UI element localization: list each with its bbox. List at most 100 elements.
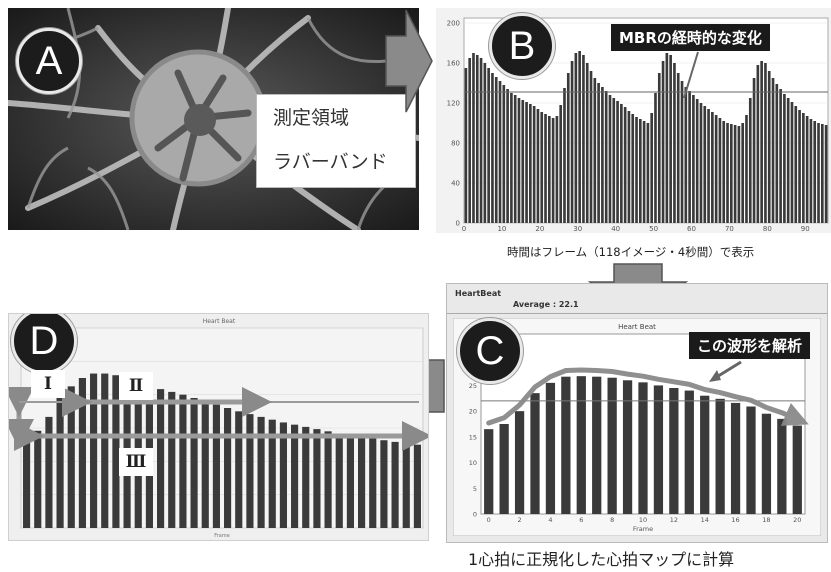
bar [346, 435, 354, 528]
badge-c: C [457, 318, 523, 384]
average-value: Average : 22.1 [513, 300, 579, 309]
badge-d: D [11, 314, 77, 374]
bar [498, 81, 502, 223]
bar [324, 431, 332, 528]
app-title: HeartBeat [455, 289, 502, 298]
bar [802, 113, 805, 223]
bar [729, 124, 733, 223]
bar [680, 81, 684, 223]
measurement-region-label: 測定領域 [273, 107, 350, 129]
x-tick-label: 70 [725, 225, 734, 233]
bar [707, 109, 710, 223]
bar [313, 429, 321, 528]
bar [760, 61, 763, 223]
y-tick-label: 0 [473, 511, 477, 519]
bar [616, 101, 619, 223]
marker-one: Ⅰ [31, 370, 65, 398]
bar [391, 441, 399, 528]
bar [190, 398, 198, 528]
panel-c-caption: 1心拍に正規化した心拍マップに計算 [468, 550, 735, 569]
bar [786, 98, 790, 223]
bar [745, 115, 748, 223]
y-tick-label: 20 [469, 408, 477, 416]
bar [676, 73, 680, 223]
bar [555, 116, 559, 223]
bar [582, 55, 585, 223]
bar [688, 91, 691, 223]
bar [593, 78, 597, 223]
bar [179, 394, 187, 528]
bar [733, 125, 737, 223]
bar [703, 106, 707, 223]
bar [545, 382, 556, 514]
bar [413, 444, 421, 528]
x-tick-label: 40 [611, 225, 620, 233]
bar [790, 102, 794, 223]
bar [540, 112, 544, 223]
x-axis-label: Frame [214, 533, 230, 539]
panel-a: A 測定領域 ラバーバンド [8, 8, 419, 230]
bar [112, 375, 120, 528]
bar [661, 61, 665, 223]
bar [530, 393, 540, 514]
y-tick-label: 25 [469, 382, 477, 390]
bar [479, 58, 483, 223]
bar [168, 391, 176, 528]
bar [475, 55, 479, 223]
x-axis-label: Frame [633, 525, 653, 533]
x-tick-label: 90 [801, 225, 810, 233]
bar [638, 382, 648, 514]
bar [483, 63, 487, 223]
bar [521, 100, 525, 223]
bar [529, 104, 532, 223]
bar [684, 390, 694, 514]
bar [607, 377, 617, 514]
y-tick-label: 15 [469, 433, 477, 441]
bar [67, 386, 75, 528]
bar [487, 68, 490, 223]
bar [517, 98, 521, 223]
panel-b: 0 40 80 120 160 200 0 10 20 30 40 50 60 70 80 90 B MBRの… [436, 8, 831, 233]
bar [653, 385, 664, 514]
y-tick-label: 40 [451, 180, 460, 188]
bar [623, 107, 627, 223]
bar [369, 438, 377, 528]
y-tick-label: 80 [451, 140, 460, 148]
bar [722, 121, 726, 223]
bar [638, 119, 642, 223]
x-tick-label: 4 [548, 516, 552, 524]
bar [813, 121, 817, 223]
bar [718, 118, 722, 223]
x-tick-label: 50 [649, 225, 658, 233]
bar [752, 78, 756, 223]
bar [566, 73, 570, 223]
waveform-curve [486, 367, 809, 426]
bar [335, 433, 343, 528]
bar [499, 424, 509, 514]
bar [604, 91, 608, 223]
annotation-pointer [683, 51, 699, 99]
x-tick-label: 0 [487, 516, 491, 524]
bar [642, 121, 646, 223]
bar [809, 119, 813, 223]
bar [817, 123, 820, 223]
x-tick-label: 8 [610, 516, 614, 524]
bar [491, 73, 494, 223]
x-tick-label: 30 [573, 225, 582, 233]
bar [798, 110, 801, 223]
x-tick-label: 18 [762, 516, 770, 524]
bar [589, 71, 593, 223]
bar [777, 418, 787, 514]
bar [302, 426, 310, 528]
bar [771, 78, 775, 223]
marker-three: Ⅲ [119, 448, 153, 476]
bar [741, 123, 745, 223]
x-tick-label: 2 [518, 516, 522, 524]
bar [700, 395, 710, 514]
bar [627, 111, 631, 223]
bar [544, 114, 547, 223]
bar [506, 89, 509, 223]
bar [775, 84, 779, 223]
bar [510, 93, 513, 223]
measurement-label-box: 測定領域 ラバーバンド [256, 94, 416, 188]
